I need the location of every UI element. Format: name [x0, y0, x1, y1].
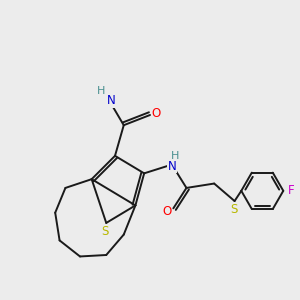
Text: H: H [97, 86, 105, 96]
Text: H: H [171, 151, 179, 161]
Text: F: F [288, 184, 295, 197]
Text: N: N [167, 160, 176, 172]
Text: S: S [101, 225, 109, 238]
Text: O: O [152, 107, 161, 120]
Text: S: S [230, 203, 238, 216]
Text: N: N [107, 94, 116, 107]
Text: O: O [162, 205, 172, 218]
